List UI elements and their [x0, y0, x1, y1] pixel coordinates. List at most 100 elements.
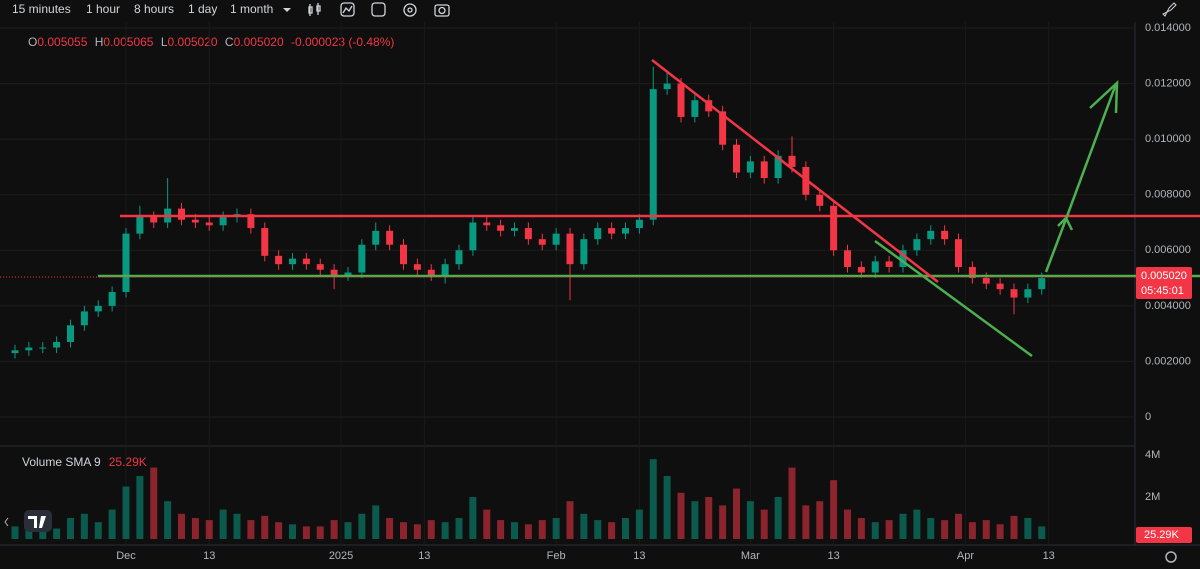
candle-body [511, 228, 518, 231]
ohlc-key: L [161, 35, 168, 49]
camera-icon[interactable] [434, 4, 450, 17]
volume-bar [1010, 515, 1018, 539]
x-tick-label: Feb [547, 550, 566, 562]
volume-bar [150, 467, 158, 539]
candle-body [94, 305, 102, 312]
candle-body [760, 161, 768, 179]
candle-icon[interactable] [308, 3, 321, 16]
volume-bar [594, 520, 602, 539]
candle-body [927, 230, 935, 240]
volume-tick-label: 2M [1145, 491, 1160, 503]
candle-body [663, 83, 671, 90]
candle-body [427, 269, 435, 276]
candle-body [122, 233, 130, 292]
volume-bar [538, 520, 546, 539]
interval[interactable]: 15 minutes [12, 2, 71, 16]
volume-bar [705, 497, 713, 539]
volume-bar [788, 467, 796, 539]
ohlc-value: 0.005065 [103, 35, 153, 49]
alert-icon[interactable] [371, 2, 386, 17]
x-tick-label: 13 [1043, 550, 1055, 562]
price-tag-countdown: 05:45:01 [1141, 285, 1184, 297]
x-tick-label: Apr [957, 550, 974, 562]
trend-line [874, 239, 1033, 358]
volume-bar [1038, 526, 1046, 539]
volume-bar [566, 501, 574, 539]
axis-settings[interactable] [1165, 551, 1177, 563]
ohlc-key: O [28, 35, 37, 49]
volume-bar [247, 520, 255, 539]
candle-body [441, 264, 449, 276]
candle-body [830, 205, 838, 251]
logo-bg [24, 510, 52, 532]
interval[interactable]: 1 month [230, 2, 273, 16]
volume-bar [344, 522, 352, 539]
candle-body [219, 216, 227, 226]
volume-bar [857, 518, 865, 539]
logo [24, 510, 52, 532]
candle-body [53, 341, 61, 348]
candle-body [982, 278, 990, 284]
edit-icon[interactable] [1162, 2, 1177, 17]
candle-body [733, 144, 740, 173]
toolbar: 15 minutes 1 hour 8 hours 1 day 1 month [12, 2, 1177, 17]
settings-icon[interactable] [403, 3, 417, 17]
x-tick-label: 2025 [329, 550, 353, 562]
logo-mark [28, 516, 46, 528]
volume-bar [427, 520, 435, 539]
volume-bar [511, 522, 518, 539]
candle-body [136, 216, 144, 234]
volume-bar [400, 522, 407, 539]
candle-body [344, 272, 352, 276]
candle-body [289, 258, 296, 265]
candle-body [191, 219, 199, 223]
volume-bar [455, 518, 463, 539]
y-tick-label: 0.004000 [1145, 300, 1191, 312]
camera-lens [438, 6, 446, 15]
indicator-icon-line [342, 5, 353, 14]
x-tick-label: Dec [116, 550, 136, 562]
x-tick-label: Mar [741, 550, 760, 562]
volume-bar [122, 486, 130, 539]
interval[interactable]: 1 hour [86, 2, 120, 16]
candle-body [386, 230, 394, 245]
volume-tag-value: 25.29K [1144, 529, 1180, 541]
candle-body [788, 155, 796, 167]
candle-body [885, 261, 893, 267]
volume-bar [413, 524, 421, 539]
volume-tag [1136, 527, 1192, 543]
volume-bar [289, 524, 296, 539]
y-tick-label: 0.006000 [1145, 244, 1191, 256]
volume-bar [844, 509, 851, 539]
volume-bar [635, 509, 643, 539]
candle-body [968, 266, 976, 279]
candle-body [80, 311, 88, 326]
dropdown-caret[interactable] [283, 8, 291, 12]
candle-body [913, 239, 921, 251]
interval[interactable]: 8 hours [134, 2, 174, 16]
volume-bar [982, 520, 990, 539]
volume-bar [552, 518, 560, 539]
volume-bar [1024, 518, 1032, 539]
volume-bar [622, 518, 629, 539]
volume-bar [330, 520, 338, 539]
volume-bar [80, 513, 88, 539]
volume-bar [219, 509, 227, 539]
x-tick-label: 13 [418, 550, 430, 562]
volume-bar [136, 476, 144, 539]
volume-bar [178, 513, 185, 539]
y-tick-label: 0.012000 [1145, 77, 1191, 89]
candle-body [275, 255, 283, 265]
volume-bar [11, 526, 19, 539]
volume-bar [871, 522, 879, 539]
volume-bar [53, 528, 61, 539]
toolbar-icons [308, 2, 450, 17]
candle-body [25, 347, 33, 351]
scroll-left[interactable] [4, 517, 9, 527]
volume-value: 25.29K [109, 455, 147, 469]
volume-bar [205, 520, 213, 539]
interval[interactable]: 1 day [188, 2, 217, 16]
volume-tick-label: 4M [1145, 449, 1160, 461]
volume-bar [386, 518, 394, 539]
indicator-icon[interactable] [340, 2, 355, 17]
